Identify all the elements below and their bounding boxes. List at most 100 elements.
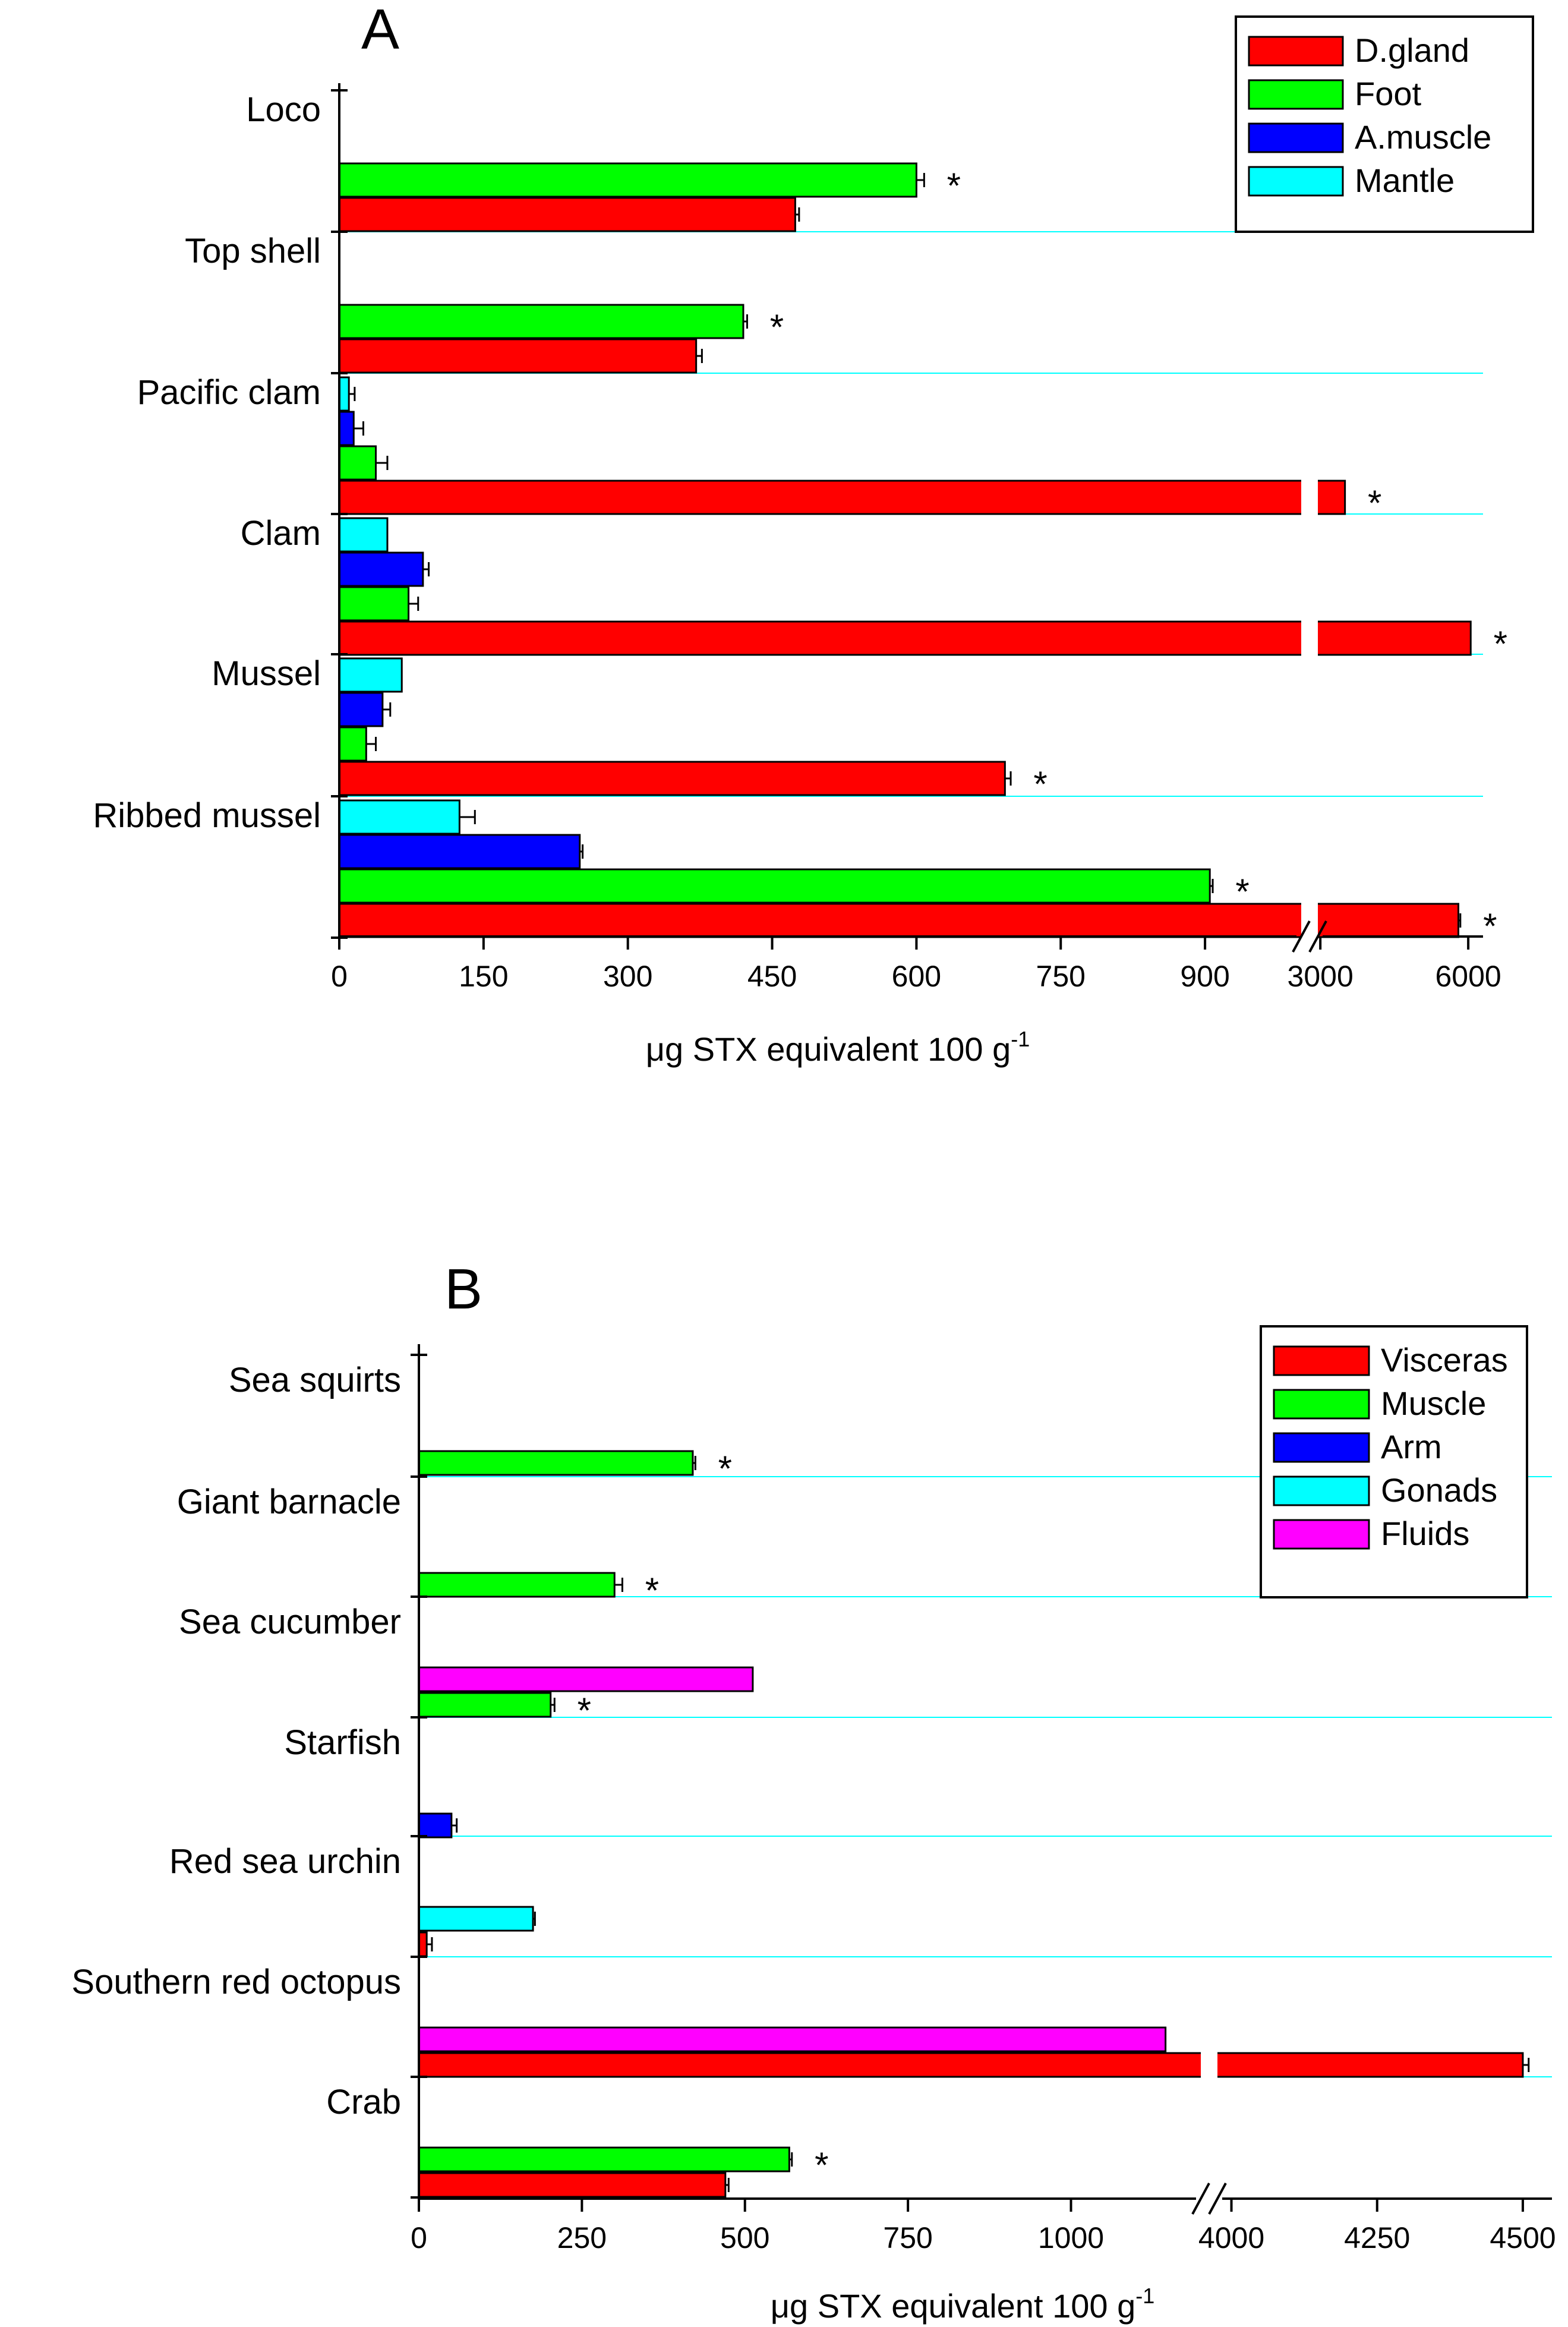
legend-label-mantle: Mantle [1355, 162, 1455, 199]
bar-mussel-foot [338, 726, 367, 762]
panel-a-chart: * Loco * Top shell * Pacific clam * Clam * Mussel… [93, 0, 1534, 1068]
x-axis-title: μg STX equivalent 100 g-1 [771, 2284, 1154, 2325]
x-tick-label: 0 [331, 960, 348, 993]
x-tick-label: 3000 [1288, 960, 1354, 993]
axis-break-mark [1292, 920, 1311, 953]
legend-swatch-visceras [1273, 1345, 1370, 1376]
bar-top-shell-d-gland [338, 338, 698, 374]
legend-swatch-fluids [1273, 1519, 1370, 1550]
x-tick-label: 1000 [1038, 2221, 1104, 2255]
x-tick-label: 450 [747, 960, 797, 993]
bar-mussel-a-muscle [338, 692, 384, 727]
legend-swatch-mantle [1248, 166, 1344, 197]
category-label-mussel: Mussel [212, 654, 321, 693]
bar-red-sea-urchin-gonads [418, 1906, 534, 1932]
bar-pacific-clam-d-gland [338, 480, 1346, 515]
panel-b-chart: * Sea squirts * Giant barnacle * Sea cucumber… [71, 1257, 1556, 2325]
bar-pacific-clam-mantle [338, 376, 350, 412]
bar-crab-muscle [418, 2146, 790, 2173]
axis-break-mark [1191, 2183, 1210, 2215]
significance-star: * [578, 1691, 591, 1730]
significance-star: * [947, 166, 961, 206]
bar-ribbed-mussel-foot [338, 868, 1211, 904]
axis-break-mark [1208, 2183, 1227, 2215]
x-tick-label: 250 [557, 2221, 607, 2255]
bar-loco-foot [338, 162, 917, 198]
significance-star: * [645, 1571, 659, 1610]
x-tick-label: 750 [1036, 960, 1086, 993]
significance-star: * [718, 1449, 732, 1489]
legend-label-fluids: Fluids [1381, 1515, 1469, 1552]
bar-mussel-mantle [338, 657, 403, 693]
x-tick-label: 4500 [1490, 2221, 1556, 2255]
category-label-giant-barnacle: Giant barnacle [177, 1483, 401, 1521]
category-label-top-shell: Top shell [185, 232, 321, 270]
x-tick-label: 4000 [1198, 2221, 1264, 2255]
bar-sea-cucumber-fluids [418, 1666, 754, 1692]
category-label-red-sea-urchin: Red sea urchin [169, 1842, 401, 1881]
legend-swatch-arm [1273, 1432, 1370, 1463]
category-label-crab: Crab [326, 2083, 401, 2121]
bar-break-gap [1301, 478, 1318, 516]
bar-mussel-d-gland [338, 761, 1006, 796]
bar-top-shell-foot [338, 304, 744, 339]
x-tick-label: 900 [1180, 960, 1229, 993]
category-label-pacific-clam: Pacific clam [137, 373, 321, 412]
bar-southern-red-octopus-visceras [418, 2052, 1524, 2078]
bar-pacific-clam-a-muscle [338, 411, 355, 446]
legend-label-visceras: Visceras [1381, 1341, 1508, 1379]
legend: Visceras Muscle Arm Gonads Fluids [1260, 1325, 1528, 1598]
legend-swatch-muscle [1273, 1389, 1370, 1420]
significance-star: * [1033, 764, 1047, 804]
bar-ribbed-mussel-mantle [338, 799, 460, 835]
x-tick-label: 300 [603, 960, 652, 993]
category-label-sea-cucumber: Sea cucumber [179, 1603, 401, 1641]
legend-label-a-muscle: A.muscle [1355, 118, 1491, 156]
bar-sea-squirts-muscle [418, 1450, 694, 1476]
x-tick-label: 750 [883, 2221, 932, 2255]
bar-sea-cucumber-muscle [418, 1692, 552, 1718]
bar-clam-a-muscle [338, 551, 424, 587]
significance-star: * [1483, 906, 1497, 946]
x-tick-label: 600 [892, 960, 941, 993]
panel-label: A [361, 0, 399, 61]
significance-star: * [1235, 872, 1249, 912]
significance-star: * [1494, 624, 1507, 664]
category-label-ribbed-mussel: Ribbed mussel [93, 796, 321, 835]
bar-giant-barnacle-muscle [418, 1572, 616, 1598]
panel-label: B [444, 1257, 482, 1321]
legend-label-muscle: Muscle [1381, 1385, 1486, 1422]
significance-star: * [770, 307, 784, 347]
category-label-sea-squirts: Sea squirts [229, 1361, 401, 1399]
bar-clam-foot [338, 586, 410, 622]
legend-swatch-gonads [1273, 1475, 1370, 1506]
bar-clam-d-gland [338, 620, 1472, 656]
axis-break-mark [1308, 920, 1327, 953]
bar-ribbed-mussel-d-gland [338, 903, 1460, 938]
x-axis-title: μg STX equivalent 100 g-1 [646, 1027, 1030, 1068]
bar-southern-red-octopus-fluids [418, 2026, 1167, 2052]
bar-loco-d-gland [338, 197, 796, 232]
bar-crab-visceras [418, 2172, 727, 2198]
category-label-loco: Loco [246, 90, 321, 129]
legend-swatch-a-muscle [1248, 122, 1344, 153]
legend-label-gonads: Gonads [1381, 1471, 1497, 1509]
x-tick-label: 4250 [1344, 2221, 1410, 2255]
category-label-starfish: Starfish [284, 1723, 401, 1762]
bar-break-gap [1201, 2051, 1217, 2079]
legend-label-arm: Arm [1381, 1428, 1442, 1465]
x-tick-label: 500 [720, 2221, 769, 2255]
legend-swatch-foot [1248, 79, 1344, 110]
legend-label-foot: Foot [1355, 75, 1421, 112]
bar-break-gap [1301, 619, 1318, 657]
x-tick-label: 0 [411, 2221, 427, 2255]
category-label-clam: Clam [241, 514, 321, 553]
legend-swatch-d-gland [1248, 36, 1344, 67]
bar-pacific-clam-foot [338, 445, 377, 481]
x-tick-label: 150 [459, 960, 508, 993]
bar-ribbed-mussel-a-muscle [338, 834, 581, 869]
significance-star: * [1368, 483, 1381, 523]
bar-starfish-arm [418, 1812, 453, 1839]
x-tick-label: 6000 [1435, 960, 1501, 993]
